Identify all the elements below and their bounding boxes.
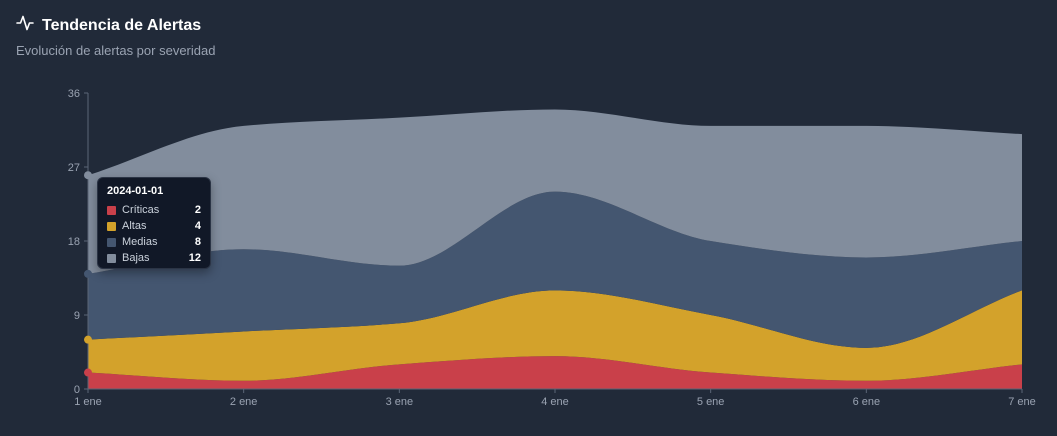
y-tick-label: 18 xyxy=(68,236,80,248)
activity-icon xyxy=(16,14,34,37)
area-layers xyxy=(88,109,1022,389)
hover-dots xyxy=(84,171,92,377)
tooltip-label: Bajas xyxy=(122,252,150,264)
tooltip-row-altas: Altas 4 xyxy=(107,218,201,234)
tooltip-swatch xyxy=(107,221,116,231)
tooltip-row-criticas: Críticas 2 xyxy=(107,202,201,218)
y-tick-label: 36 xyxy=(68,88,80,100)
x-tick-label: 6 ene xyxy=(853,396,881,408)
tooltip-swatch xyxy=(107,237,116,247)
hover-dot xyxy=(84,335,92,344)
tooltip-label: Medias xyxy=(122,236,158,248)
y-tick-label: 9 xyxy=(74,310,80,322)
tooltip-label: Críticas xyxy=(122,204,160,216)
tooltip-row-bajas: Bajas 12 xyxy=(107,250,201,266)
tooltip-value: 8 xyxy=(194,236,201,248)
chart-subtitle: Evolución de alertas por severidad xyxy=(16,43,216,58)
x-tick-label: 3 ene xyxy=(386,396,414,408)
y-tick-label: 0 xyxy=(74,384,80,396)
y-tick-label: 27 xyxy=(68,162,80,174)
x-tick-label: 2 ene xyxy=(230,396,258,408)
hover-dot xyxy=(84,269,92,278)
x-tick-label: 1 ene xyxy=(74,396,102,408)
area-series-medias xyxy=(88,191,1022,348)
tooltip-swatch xyxy=(107,205,116,215)
area-series-criticas xyxy=(88,356,1022,389)
tooltip-value: 12 xyxy=(188,252,201,264)
tooltip-value: 2 xyxy=(194,204,201,216)
x-tick-label: 7 ene xyxy=(1008,396,1036,408)
chart-header: Tendencia de Alertas xyxy=(16,14,201,37)
x-tick-label: 5 ene xyxy=(697,396,725,408)
hover-dot xyxy=(84,368,92,377)
chart-tooltip: 2024-01-01 Críticas 2 Altas 4 Medias 8 B… xyxy=(97,177,211,269)
chart-title: Tendencia de Alertas xyxy=(42,16,202,34)
hover-dot xyxy=(84,171,92,180)
tooltip-row-medias: Medias 8 xyxy=(107,234,201,250)
tooltip-value: 4 xyxy=(194,220,201,232)
tooltip-label: Altas xyxy=(122,220,147,232)
x-tick-label: 4 ene xyxy=(541,396,569,408)
tooltip-swatch xyxy=(107,253,116,263)
area-series-altas xyxy=(88,290,1022,381)
area-series-bajas xyxy=(88,109,1022,274)
tooltip-date: 2024-01-01 xyxy=(107,185,164,197)
